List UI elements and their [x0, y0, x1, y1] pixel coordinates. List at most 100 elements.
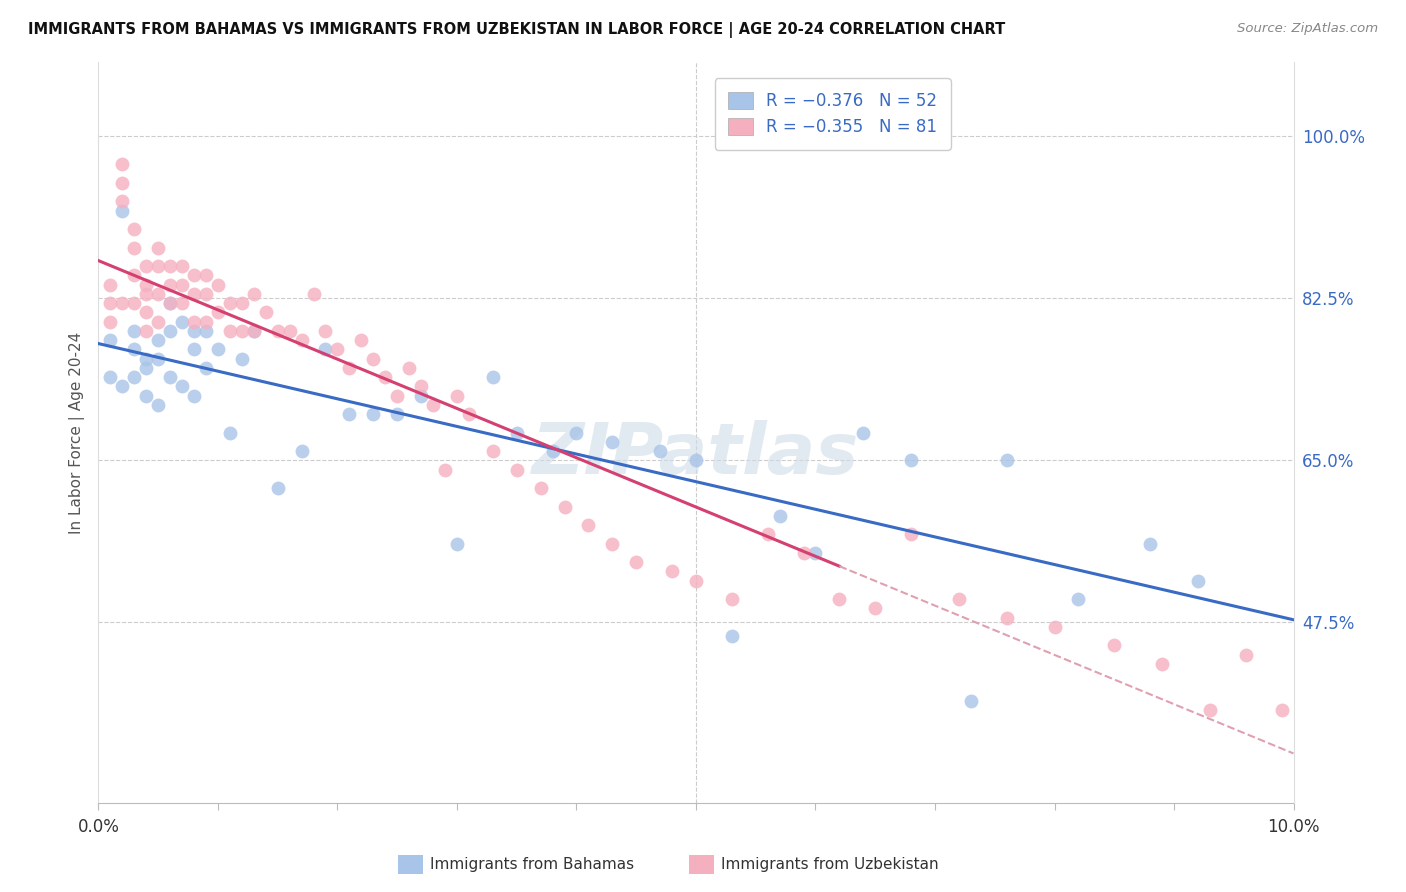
Point	[315, 343, 337, 357]
Point	[159, 259, 181, 273]
Point	[482, 370, 505, 384]
Point	[183, 268, 205, 283]
Point	[159, 324, 181, 338]
Point	[195, 286, 218, 301]
Point	[315, 324, 337, 338]
Point	[231, 296, 253, 310]
Point	[207, 343, 229, 357]
Point	[1067, 592, 1090, 607]
Point	[195, 268, 218, 283]
Point	[865, 601, 887, 615]
Point	[1104, 639, 1126, 653]
Point	[231, 351, 253, 366]
Point	[135, 360, 157, 375]
Point	[219, 296, 242, 310]
Point	[243, 324, 266, 338]
Legend: R = −0.376   N = 52, R = −0.355   N = 81: R = −0.376 N = 52, R = −0.355 N = 81	[714, 78, 950, 150]
Point	[374, 370, 396, 384]
Point	[124, 296, 146, 310]
Point	[135, 324, 157, 338]
Point	[291, 333, 314, 347]
Point	[602, 536, 624, 550]
Point	[446, 536, 468, 550]
Point	[219, 324, 242, 338]
Point	[363, 351, 385, 366]
Point	[1271, 703, 1294, 717]
Point	[506, 462, 529, 476]
Point	[135, 259, 157, 273]
Point	[1043, 620, 1066, 634]
Point	[578, 518, 600, 533]
Point	[183, 324, 205, 338]
Point	[267, 481, 290, 495]
Point	[326, 343, 349, 357]
Point	[98, 370, 122, 384]
Point	[148, 315, 170, 329]
Point	[363, 407, 385, 421]
Point	[278, 324, 301, 338]
Point	[482, 444, 505, 458]
Point	[793, 546, 815, 560]
Point	[411, 379, 433, 393]
Point	[267, 324, 290, 338]
Point	[135, 277, 157, 292]
Point	[111, 176, 134, 190]
Point	[148, 333, 170, 347]
Point	[111, 194, 134, 209]
Point	[721, 629, 744, 643]
Point	[195, 324, 218, 338]
Point	[124, 324, 146, 338]
Point	[446, 389, 468, 403]
Point	[350, 333, 373, 347]
Point	[195, 360, 218, 375]
Point	[995, 453, 1018, 467]
Point	[148, 240, 170, 255]
Point	[124, 240, 146, 255]
Point	[685, 453, 707, 467]
Point	[195, 315, 218, 329]
Point	[172, 277, 194, 292]
Point	[98, 333, 122, 347]
Point	[231, 324, 253, 338]
Point	[148, 259, 170, 273]
Point	[541, 444, 564, 458]
Point	[124, 268, 146, 283]
Point	[434, 462, 457, 476]
Point	[1139, 536, 1161, 550]
Point	[756, 527, 779, 541]
Point	[254, 305, 277, 319]
Point	[148, 286, 170, 301]
Point	[111, 296, 134, 310]
Point	[159, 277, 181, 292]
Point	[302, 286, 325, 301]
Point	[458, 407, 481, 421]
Point	[172, 259, 194, 273]
Point	[554, 500, 576, 514]
Point	[1152, 657, 1174, 671]
Point	[960, 694, 983, 708]
Point	[650, 444, 672, 458]
Point	[339, 360, 361, 375]
Point	[804, 546, 827, 560]
Point	[995, 611, 1018, 625]
Point	[900, 453, 922, 467]
Point	[411, 389, 433, 403]
Text: Immigrants from Uzbekistan: Immigrants from Uzbekistan	[721, 857, 939, 871]
Point	[183, 389, 205, 403]
Point	[1234, 648, 1257, 662]
Point	[422, 398, 444, 412]
Point	[98, 296, 122, 310]
Point	[565, 425, 588, 440]
Point	[948, 592, 970, 607]
Point	[148, 351, 170, 366]
Text: Immigrants from Bahamas: Immigrants from Bahamas	[430, 857, 634, 871]
Point	[721, 592, 744, 607]
Point	[685, 574, 707, 588]
Point	[172, 315, 194, 329]
Point	[124, 222, 146, 236]
Point	[243, 286, 266, 301]
Point	[135, 305, 157, 319]
Point	[183, 286, 205, 301]
Point	[207, 277, 229, 292]
Point	[172, 296, 194, 310]
